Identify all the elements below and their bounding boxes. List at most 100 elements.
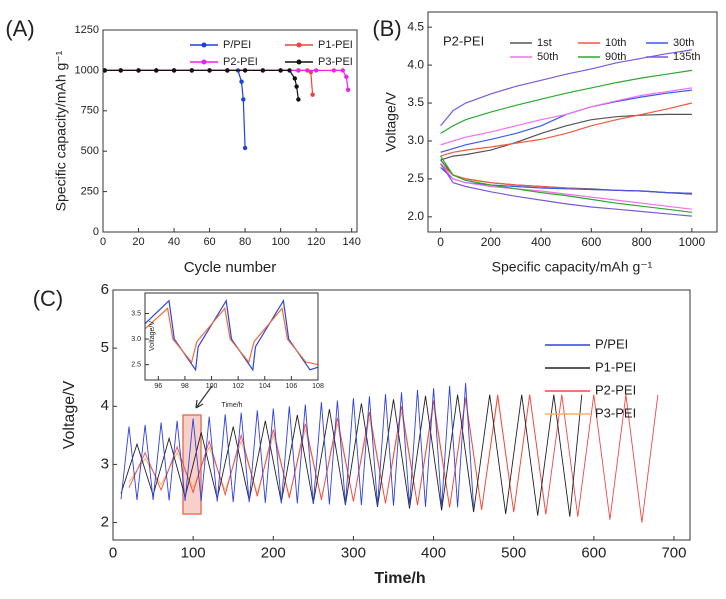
data-point xyxy=(239,79,244,84)
x-tick-label: 200 xyxy=(261,544,286,561)
x-tick-label: 100 xyxy=(181,544,206,561)
data-point xyxy=(310,92,315,97)
series-line xyxy=(440,89,692,194)
legend-label: P/PEI xyxy=(595,336,628,351)
x-tick-label: 60 xyxy=(203,236,215,248)
data-point xyxy=(340,68,345,73)
y-tick-label: 5 xyxy=(101,339,109,356)
data-point xyxy=(331,68,337,73)
annotation: P2-PEI xyxy=(443,33,484,48)
data-point xyxy=(102,68,107,73)
x-tick-label: 108 xyxy=(312,383,324,390)
legend-label: P1-PEI xyxy=(595,359,636,374)
legend-label: 30th xyxy=(673,37,694,49)
y-tick-label: 500 xyxy=(81,145,99,157)
x-tick-label: 0 xyxy=(109,544,117,561)
data-point xyxy=(225,68,230,73)
y-tick-label: 6 xyxy=(101,281,109,298)
data-point xyxy=(278,68,283,73)
legend-label: P1-PEI xyxy=(318,39,353,51)
plot-frame xyxy=(427,11,718,233)
y-axis-label: Voltage/V xyxy=(149,321,156,351)
series-line xyxy=(440,87,692,210)
x-tick-label: 600 xyxy=(581,544,606,561)
data-point xyxy=(294,84,299,89)
x-tick-label: 0 xyxy=(100,236,106,248)
x-tick-label: 600 xyxy=(581,235,601,249)
series-line xyxy=(104,69,299,100)
data-point xyxy=(287,68,292,73)
panel-label: (A) xyxy=(5,16,34,41)
x-axis-label: Time/h xyxy=(221,402,242,409)
y-tick-label: 2 xyxy=(101,514,109,531)
data-point xyxy=(344,74,349,80)
x-tick-label: 120 xyxy=(307,236,325,248)
series-line xyxy=(440,102,693,194)
legend-label: 1st xyxy=(537,37,552,49)
inset-arrow xyxy=(195,385,213,409)
series-line xyxy=(120,394,583,517)
y-tick-label: 3.5 xyxy=(131,310,141,317)
legend-label: P2-PEI xyxy=(595,382,636,397)
y-tick-label: 1000 xyxy=(75,64,99,76)
y-axis-label: Voltage/V xyxy=(61,380,78,449)
legend-label: P2-PEI xyxy=(223,56,258,68)
data-point xyxy=(136,68,141,73)
legend-label: 50th xyxy=(537,51,558,63)
data-point xyxy=(345,87,351,92)
y-tick-label: 3 xyxy=(101,455,109,472)
series-line xyxy=(128,394,659,523)
data-point xyxy=(242,145,248,151)
legend-label: 90th xyxy=(605,51,626,63)
x-tick-label: 100 xyxy=(271,236,289,248)
legend-marker xyxy=(201,42,207,48)
y-tick-label: 0 xyxy=(93,226,99,238)
x-tick-label: 40 xyxy=(168,236,180,248)
y-tick-label: 4 xyxy=(101,397,109,414)
x-tick-label: 300 xyxy=(341,544,366,561)
data-point xyxy=(313,68,319,73)
x-axis-label: Cycle number xyxy=(184,259,277,276)
y-tick-label: 3.0 xyxy=(131,336,141,343)
data-point xyxy=(241,97,246,102)
y-tick-label: 2.5 xyxy=(131,361,141,368)
legend-marker xyxy=(201,59,207,65)
series-line xyxy=(440,69,692,213)
x-tick-label: 1000 xyxy=(679,235,706,249)
x-tick-label: 80 xyxy=(239,236,251,248)
series-line xyxy=(440,49,692,217)
legend-label: 10th xyxy=(605,37,626,49)
x-tick-label: 400 xyxy=(421,544,446,561)
x-axis-label: Specific capacity/mAh g⁻¹ xyxy=(492,259,653,275)
plot-frame xyxy=(102,29,358,233)
legend-label: P3-PEI xyxy=(318,56,353,68)
series-line xyxy=(104,69,246,149)
legend-label: P3-PEI xyxy=(595,405,636,420)
plot-frame xyxy=(144,292,319,381)
series-line xyxy=(104,69,314,95)
y-tick-label: 750 xyxy=(81,105,99,117)
series-line xyxy=(144,298,319,372)
series-line xyxy=(144,307,319,366)
x-tick-label: 106 xyxy=(286,383,298,390)
data-point xyxy=(207,68,212,73)
x-tick-label: 96 xyxy=(154,383,162,390)
y-tick-label: 4.0 xyxy=(407,57,424,71)
y-axis-label: Specific capacity/mAh g⁻¹ xyxy=(53,50,69,211)
x-tick-label: 98 xyxy=(181,383,189,390)
x-tick-label: 400 xyxy=(531,235,551,249)
y-axis-label: Voltage/V xyxy=(383,91,399,152)
x-tick-label: 104 xyxy=(259,383,271,390)
legend-marker xyxy=(296,59,302,65)
legend-label: P/PEI xyxy=(223,39,251,51)
y-tick-label: 3.0 xyxy=(407,133,424,147)
x-tick-label: 800 xyxy=(632,235,652,249)
data-point xyxy=(189,68,195,73)
data-point xyxy=(154,68,159,73)
series-line xyxy=(120,382,475,509)
data-point xyxy=(171,68,177,73)
x-tick-label: 0 xyxy=(437,235,444,249)
x-tick-label: 140 xyxy=(342,236,360,248)
legend-marker xyxy=(296,42,302,48)
